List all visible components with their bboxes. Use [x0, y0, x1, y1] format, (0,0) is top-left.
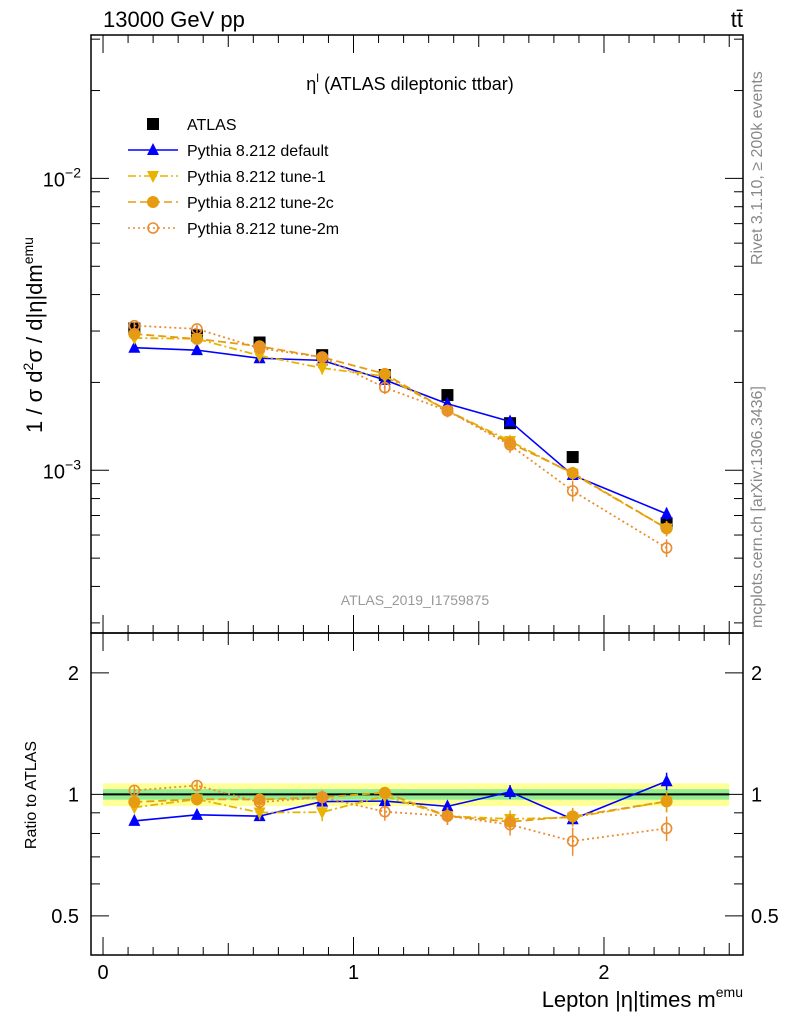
main-y-label: 1 / σ d2σ / d|η|dmemu [20, 237, 47, 433]
legend-label-default: Pythia 8.212 default [187, 143, 329, 160]
ratio-point-tune1 [253, 807, 266, 820]
legend-marker-atlas [147, 118, 159, 130]
main-point-tune2c [566, 466, 579, 479]
y-tick-label: 10−3 [43, 456, 81, 483]
ratio-point-default [504, 784, 517, 797]
main-point-default [128, 340, 141, 353]
legend-label-tune1: Pythia 8.212 tune-1 [187, 169, 326, 186]
ratio-point-tune2m [441, 810, 454, 822]
main-point-tune1 [316, 363, 329, 376]
main-point-default [190, 343, 203, 356]
side-rivet-label: Rivet 3.1.10, ≥ 200k events [749, 71, 766, 265]
legend-label-tune2m: Pythia 8.212 tune-2m [187, 221, 339, 238]
ratio-point-tune2c [660, 795, 673, 808]
main-point-tune2c [190, 332, 203, 345]
main-point-tune2m [504, 439, 516, 451]
header-process: 13000 GeV pp [103, 7, 245, 32]
ratio-point-tune2m [660, 822, 673, 835]
ratio-point-tune2m [316, 791, 328, 804]
side-mcplots-label: mcplots.cern.ch [arXiv:1306.3436] [749, 386, 766, 628]
plot-title: ηl (ATLAS dileptonic ttbar) [306, 71, 513, 94]
legend-marker-tune2m [147, 222, 159, 234]
series-atlas [128, 322, 673, 530]
main-point-atlas [441, 389, 454, 402]
ratio-line-tune1 [134, 795, 667, 820]
ratio-point-default [128, 813, 141, 826]
main-point-tune2m [660, 542, 673, 554]
series-tune2m [128, 319, 673, 856]
main-point-default [660, 506, 673, 519]
ratio-point-tune2c [378, 786, 391, 799]
legend-marker-default [147, 143, 159, 155]
ratio-y-tick-label: 1 [68, 784, 79, 806]
ratio-point-tune2m [566, 835, 579, 847]
legend-label-atlas: ATLAS [187, 117, 237, 134]
series-default [128, 340, 673, 827]
ratio-point-tune2m [191, 779, 203, 792]
x-tick-label: 1 [348, 962, 359, 984]
x-tick-label: 0 [97, 962, 108, 984]
main-point-tune2m [191, 323, 203, 335]
main-point-tune2m [128, 319, 141, 332]
legend-marker-tune1 [147, 171, 159, 183]
legend-label-tune2c: Pythia 8.212 tune-2c [187, 195, 334, 212]
main-line-tune2c [134, 333, 668, 530]
ratio-point-default [441, 799, 454, 812]
main-point-tune2m [441, 404, 454, 417]
ratio-line-tune2c [134, 791, 667, 823]
ratio-point-tune1 [316, 807, 329, 820]
ratio-point-tune2c [566, 810, 579, 823]
legend: ATLAS Pythia 8.212 default Pythia 8.212 tu… [128, 117, 339, 238]
main-point-default [504, 414, 517, 427]
x-axis-label: Lepton |η|times memu [542, 984, 743, 1012]
main-point-tune2m [379, 381, 391, 394]
main-point-tune2m [566, 485, 579, 497]
main-point-tune2m [316, 351, 328, 364]
ratio-y-label: Ratio to ATLAS [23, 741, 40, 849]
legend-marker-tune2c [147, 196, 159, 208]
ratio-y-tick-label: 2 [68, 663, 79, 685]
header-final-state: tt̄ [731, 7, 743, 32]
ratio-point-tune2m [379, 805, 391, 818]
watermark: ATLAS_2019_I1759875 [341, 592, 490, 608]
ratio-y-tick-label-right: 1 [751, 784, 762, 806]
main-point-tune2m [253, 342, 266, 354]
ratio-point-tune2m [253, 796, 266, 809]
y-tick-label: 10−2 [43, 164, 81, 191]
series-tune2c [128, 328, 673, 831]
ratio-point-tune2c [128, 795, 141, 808]
ratio-point-tune2m [128, 784, 141, 797]
main-point-atlas [566, 451, 579, 464]
main-line-tune2m [134, 324, 668, 549]
ratio-point-default [660, 774, 673, 787]
main-line-default [134, 346, 667, 515]
ratio-point-tune2c [190, 793, 203, 806]
main-point-tune1 [253, 350, 266, 363]
series-tune1 [128, 332, 673, 828]
ratio-point-tune2m [504, 818, 516, 831]
main-line-tune1 [134, 337, 668, 530]
ratio-y-tick-label: 0.5 [51, 906, 79, 928]
ratio-y-tick-label-right: 2 [751, 663, 762, 685]
ratio-y-tick-label-right: 0.5 [751, 906, 779, 928]
main-point-tune2c [378, 367, 391, 380]
main-point-tune2c [128, 328, 141, 341]
ratio-point-default [190, 807, 203, 820]
x-tick-label: 2 [598, 962, 609, 984]
main-point-tune2c [660, 522, 673, 535]
